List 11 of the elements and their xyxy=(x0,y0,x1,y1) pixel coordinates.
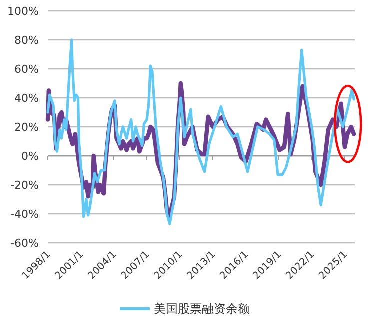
y-tick-label: 80% xyxy=(14,34,39,47)
y-tick-label: -60% xyxy=(10,237,39,250)
y-tick-label: 100% xyxy=(8,5,39,18)
y-tick-label: -20% xyxy=(10,179,39,192)
legend-label: 美国股票融资余额 xyxy=(154,302,250,316)
y-tick-label: 60% xyxy=(14,63,39,76)
y-tick-label: 0% xyxy=(22,150,39,163)
legend: 美国股票融资余额 xyxy=(120,302,250,316)
y-tick-label: 20% xyxy=(14,121,39,134)
y-tick-label: -40% xyxy=(10,208,39,221)
y-tick-label: 40% xyxy=(14,92,39,105)
